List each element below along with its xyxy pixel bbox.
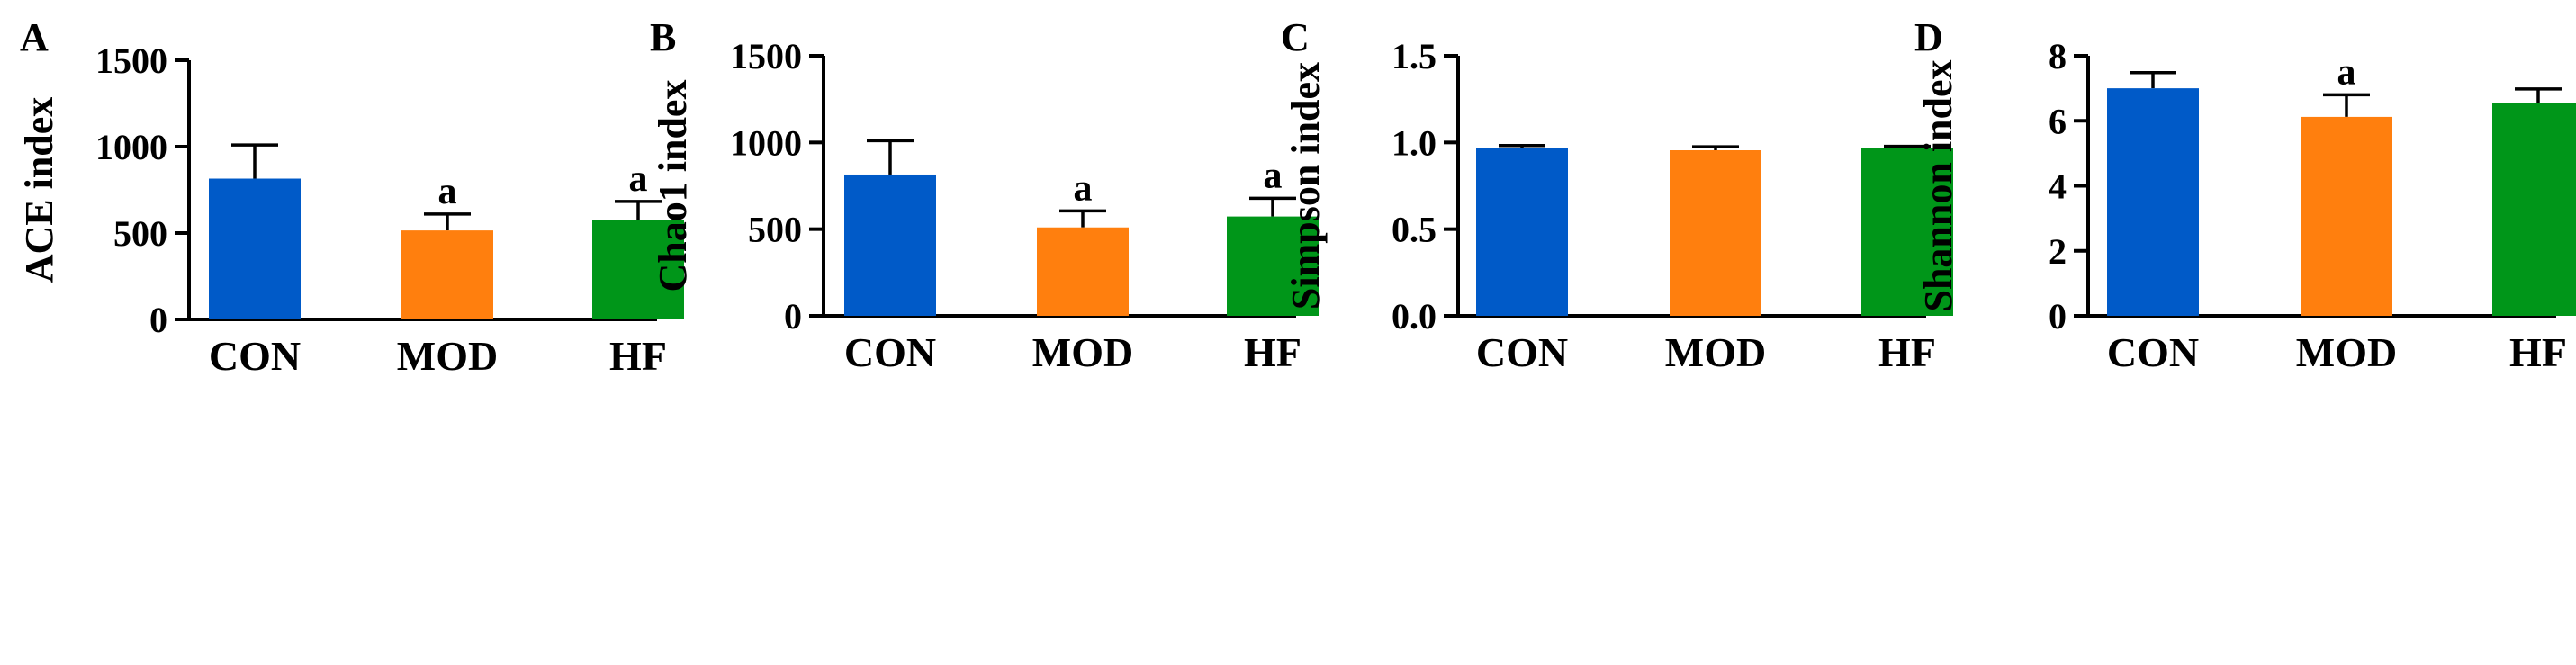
panel-label: B [650,15,676,59]
x-tick-label-con: CON [2107,329,2199,375]
bar-hf [1227,216,1319,316]
y-axis-title: Simpson index [1283,62,1328,310]
y-tick-label: 0 [784,296,802,337]
x-tick-label-hf: HF [1244,329,1302,375]
x-tick-label-con: CON [844,329,936,375]
y-tick-label: 1.5 [1392,36,1437,76]
y-tick-label: 1500 [95,40,167,81]
y-axis-title: ACE index [17,97,61,283]
significance-label: a [1074,167,1093,209]
chart-panel-a: A ACE index 0 500 1000 1500 CON a MOD a HF [17,15,684,379]
y-tick-label: 2 [2049,231,2067,272]
y-tick-label: 500 [748,210,802,250]
x-tick-label-hf: HF [2509,329,2567,375]
y-tick-label: 1.0 [1392,122,1437,163]
bar-hf [592,220,684,319]
panel-label: A [20,15,49,59]
bar-mod [1670,150,1761,316]
bar-con [209,178,301,319]
x-tick-label-mod: MOD [1032,329,1133,375]
panel-label: D [1914,15,1943,59]
y-axis-title: Chao1 index [651,80,695,292]
bar-hf [1861,148,1953,316]
x-tick-label-con: CON [209,333,301,379]
significance-label: a [438,171,457,212]
bar-mod [401,230,493,319]
panel-label: C [1281,15,1310,59]
y-axis-title: Shannon index [1916,59,1960,311]
bar-con [1476,148,1568,316]
significance-label: a [629,158,648,200]
bar-mod [1037,227,1129,316]
y-tick-label: 0 [149,300,167,340]
x-tick-label-hf: HF [609,333,667,379]
y-tick-label: 6 [2049,101,2067,141]
y-tick-label: 1500 [730,36,802,76]
x-tick-label-mod: MOD [1665,329,1766,375]
y-tick-label: 1000 [730,122,802,163]
chart-panel-b: B Chao1 index 0 500 1000 1500 CON a MOD a HF [650,15,1319,375]
x-tick-label-mod: MOD [2296,329,2397,375]
significance-label: a [1264,155,1283,196]
y-tick-label: 0.5 [1392,210,1437,250]
significance-label: a [2337,51,2356,93]
bar-mod [2301,116,2392,316]
bar-con [2107,88,2199,316]
x-tick-label-mod: MOD [397,333,498,379]
x-tick-label-hf: HF [1878,329,1936,375]
y-tick-label: 0.0 [1392,296,1437,337]
y-tick-label: 4 [2049,166,2067,207]
y-tick-label: 8 [2049,36,2067,76]
bar-con [844,174,936,316]
bar-hf [2492,103,2576,317]
y-tick-label: 1000 [95,127,167,167]
y-tick-label: 0 [2049,296,2067,337]
y-tick-label: 500 [113,213,167,254]
x-tick-label-con: CON [1476,329,1568,375]
